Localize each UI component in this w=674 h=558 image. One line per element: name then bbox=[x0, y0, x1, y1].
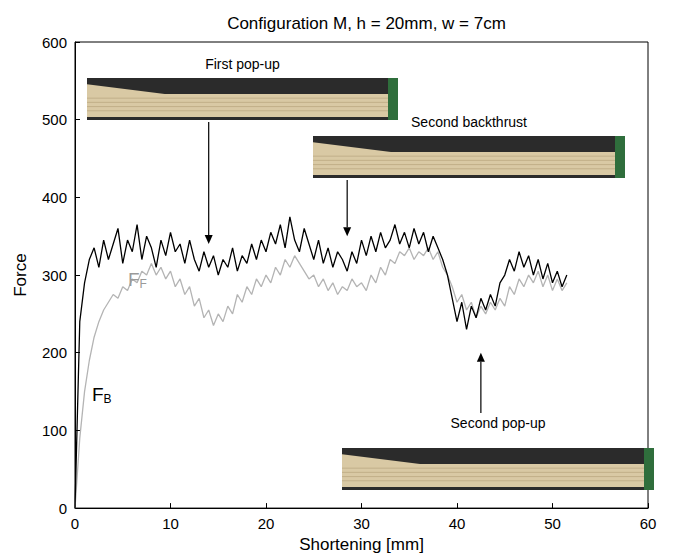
svg-text:Shortening [mm]: Shortening [mm] bbox=[299, 535, 424, 554]
svg-text:F: F bbox=[128, 269, 140, 290]
svg-text:60: 60 bbox=[640, 515, 657, 532]
svg-text:50: 50 bbox=[544, 515, 561, 532]
svg-text:Configuration M, h = 20mm, w =: Configuration M, h = 20mm, w = 7cm bbox=[227, 14, 506, 33]
svg-text:600: 600 bbox=[42, 34, 67, 51]
svg-text:200: 200 bbox=[42, 344, 67, 361]
svg-text:Second pop-up: Second pop-up bbox=[451, 415, 546, 431]
svg-text:Force: Force bbox=[11, 253, 30, 296]
svg-text:300: 300 bbox=[42, 267, 67, 284]
svg-text:F: F bbox=[140, 277, 147, 291]
svg-text:10: 10 bbox=[162, 515, 179, 532]
svg-text:First pop-up: First pop-up bbox=[205, 56, 280, 72]
svg-text:500: 500 bbox=[42, 111, 67, 128]
svg-text:0: 0 bbox=[71, 515, 79, 532]
svg-text:B: B bbox=[104, 392, 112, 406]
svg-text:400: 400 bbox=[42, 189, 67, 206]
svg-text:40: 40 bbox=[449, 515, 466, 532]
svg-text:100: 100 bbox=[42, 422, 67, 439]
svg-text:F: F bbox=[92, 384, 104, 405]
svg-text:30: 30 bbox=[353, 515, 370, 532]
svg-text:Second backthrust: Second backthrust bbox=[411, 114, 527, 130]
svg-text:20: 20 bbox=[258, 515, 275, 532]
svg-text:0: 0 bbox=[59, 500, 67, 517]
